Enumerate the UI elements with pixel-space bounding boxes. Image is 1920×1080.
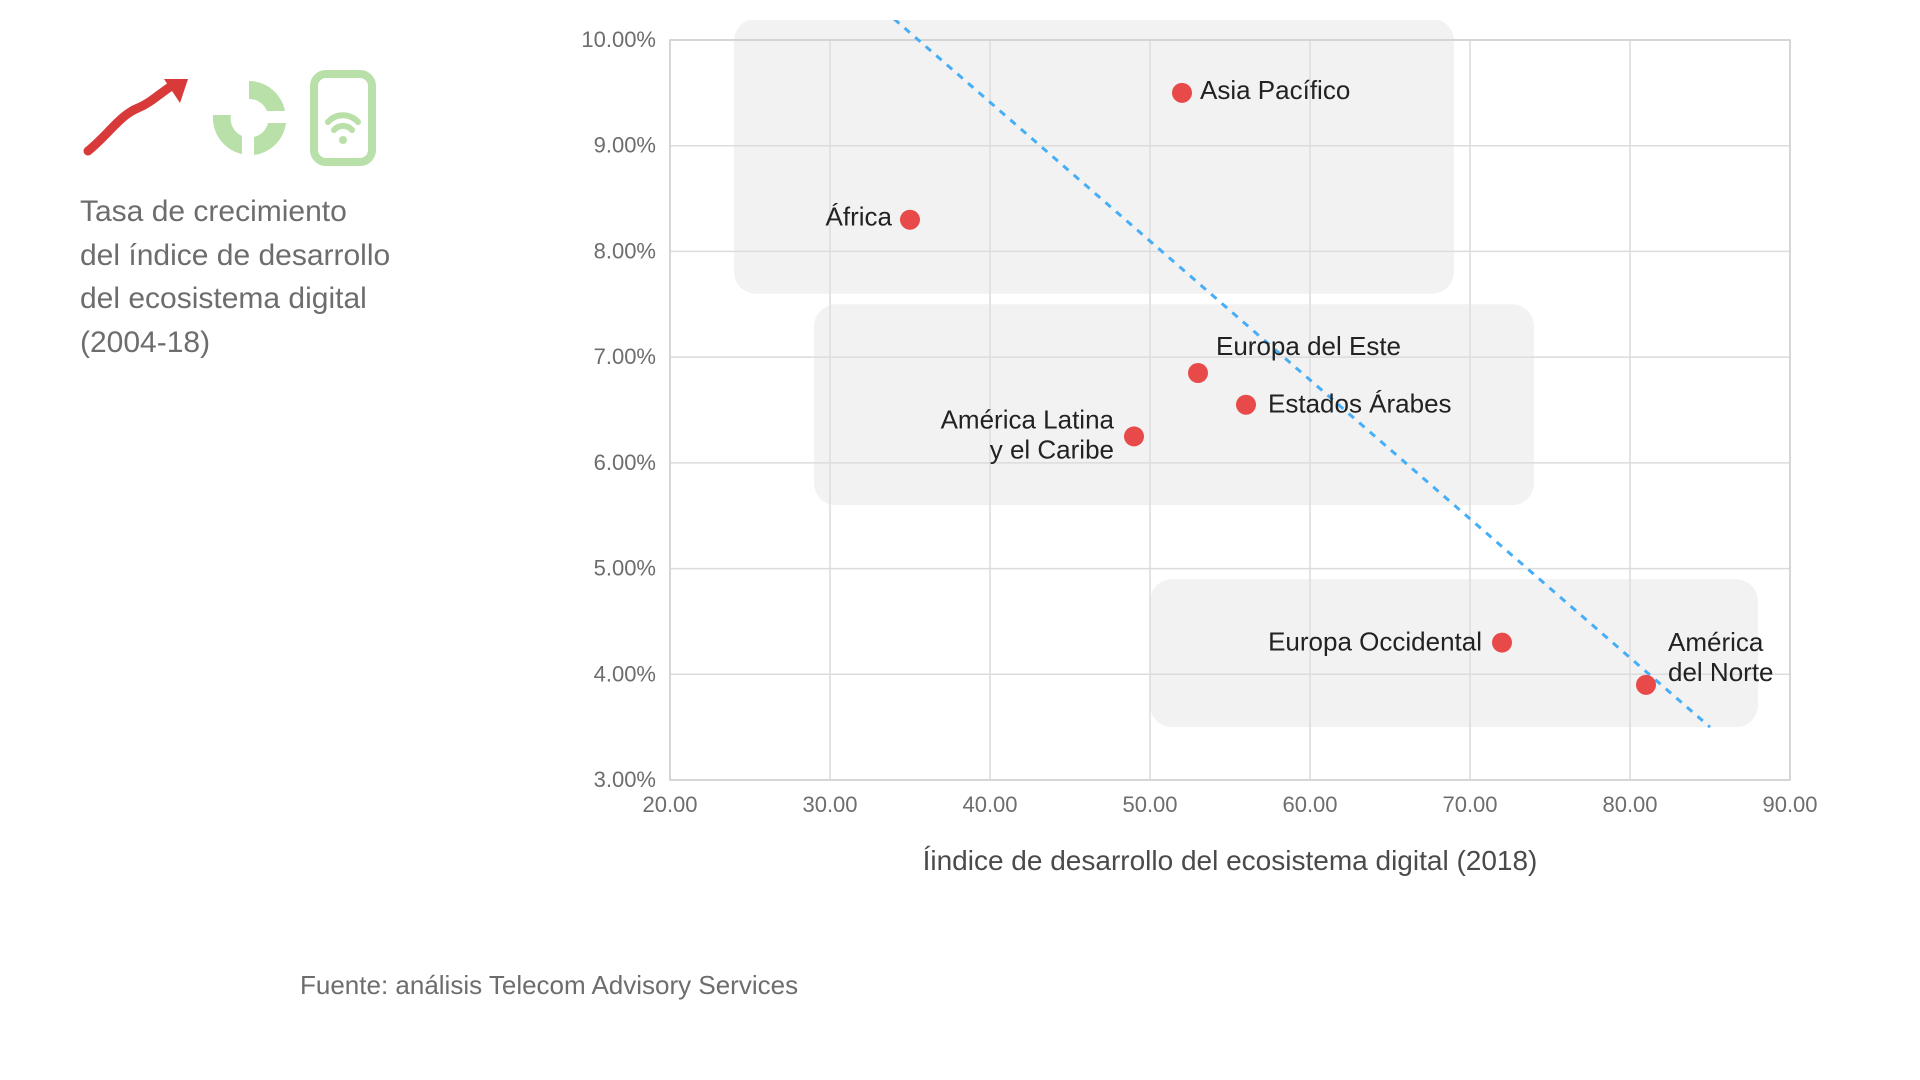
trend-arrow-icon [80,73,190,163]
data-point-label: Europa Occidental [1268,627,1482,657]
source-label: Fuente: análisis Telecom Advisory Servic… [300,970,798,1001]
x-tick-label: 80.00 [1602,792,1657,817]
y-tick-label: 4.00% [594,661,656,686]
y-tick-label: 7.00% [594,344,656,369]
x-tick-label: 90.00 [1762,792,1817,817]
data-point [1636,675,1656,695]
scatter-chart: 3.00% 4.00% 5.00% 6.00% 7.00% 8.00% 9.00% 10.00… [560,20,1840,900]
cluster-region [734,20,1454,294]
caption-line: del ecosistema digital [80,277,500,321]
caption-line: (2004-18) [80,321,500,365]
caption-line: del índice de desarrollo [80,234,500,278]
data-point-label: Américadel Norte [1668,627,1774,687]
data-point [1188,363,1208,383]
data-point [1172,83,1192,103]
y-tick-label: 10.00% [581,27,656,52]
sidebar: Tasa de crecimiento del índice de desarr… [80,70,500,364]
chart-svg: 3.00% 4.00% 5.00% 6.00% 7.00% 8.00% 9.00% 10.00… [560,20,1840,900]
y-tick-label: 8.00% [594,238,656,263]
y-tick-label: 5.00% [594,556,656,581]
page: Tasa de crecimiento del índice de desarr… [0,0,1920,1080]
x-tick-label: 40.00 [962,792,1017,817]
y-tick-label: 6.00% [594,450,656,475]
data-point-label: África [826,202,893,232]
x-tick-label: 50.00 [1122,792,1177,817]
data-point [1236,395,1256,415]
data-point-label: Asia Pacífico [1200,75,1350,105]
data-point [1124,426,1144,446]
data-point [900,210,920,230]
phone-wifi-icon [308,70,378,166]
x-tick-label: 20.00 [642,792,697,817]
icons-row [80,70,500,166]
caption-line: Tasa de crecimiento [80,190,500,234]
sidebar-caption: Tasa de crecimiento del índice de desarr… [80,190,500,364]
data-point-label: Estados Árabes [1268,389,1452,419]
cycle-icon [204,73,294,163]
x-tick-label: 70.00 [1442,792,1497,817]
x-tick-label: 30.00 [802,792,857,817]
data-point [1492,633,1512,653]
x-axis-title: Íindice de desarrollo del ecosistema dig… [923,845,1538,876]
y-tick-label: 9.00% [594,133,656,158]
data-point-label: Europa del Este [1216,331,1401,361]
y-tick-label: 3.00% [594,767,656,792]
x-tick-label: 60.00 [1282,792,1337,817]
